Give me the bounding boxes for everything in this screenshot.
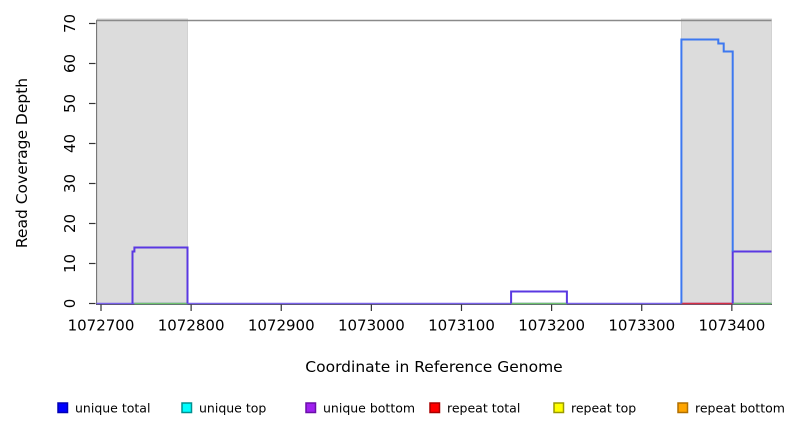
legend-item-unique-bottom: unique bottom xyxy=(305,401,415,416)
legend-label-unique-bottom: unique bottom xyxy=(323,401,415,416)
legend-item-unique-total: unique total xyxy=(57,401,150,416)
y-tick-label: 70 xyxy=(61,14,79,33)
legend-item-repeat-bottom: repeat bottom xyxy=(677,401,785,416)
legend-item-unique-top: unique top xyxy=(181,401,266,416)
y-tick-label: 10 xyxy=(61,254,79,273)
legend-label-repeat-bottom: repeat bottom xyxy=(695,401,785,416)
series-segment-unique-step-left xyxy=(131,246,189,304)
legend-swatch-repeat-bottom xyxy=(677,402,689,414)
y-axis-title: Read Coverage Depth xyxy=(13,78,31,248)
x-tick-label: 1073000 xyxy=(338,317,405,335)
x-axis-title: Coordinate in Reference Genome xyxy=(305,358,562,376)
legend-swatch-unique-total xyxy=(57,402,69,414)
legend: unique total unique top unique bottom repea… xyxy=(57,401,785,416)
y-tick-label: 40 xyxy=(61,134,79,153)
y-tick-label: 30 xyxy=(61,174,79,193)
legend-item-repeat-top: repeat top xyxy=(553,401,636,416)
x-tick-label: 1072800 xyxy=(158,317,225,335)
y-tick-label: 60 xyxy=(61,54,79,73)
legend-label-unique-top: unique top xyxy=(199,401,266,416)
legend-item-repeat-total: repeat total xyxy=(429,401,520,416)
x-tick-label: 1072900 xyxy=(248,317,315,335)
x-tick-label: 1073200 xyxy=(518,317,585,335)
y-tick-label: 20 xyxy=(61,214,79,233)
masked-region-right xyxy=(680,18,772,304)
y-tick-label: 0 xyxy=(61,299,79,309)
legend-swatch-repeat-total xyxy=(429,402,441,414)
x-tick-label: 1073400 xyxy=(698,317,765,335)
legend-label-repeat-total: repeat total xyxy=(447,401,520,416)
y-tick-label: 50 xyxy=(61,94,79,113)
legend-swatch-repeat-top xyxy=(553,402,565,414)
x-tick-label: 1072700 xyxy=(68,317,135,335)
x-tick-label: 1073300 xyxy=(608,317,675,335)
series-segment-unique-top-right xyxy=(680,38,734,304)
legend-swatch-unique-bottom xyxy=(305,402,317,414)
series-segment-unique-bump-mid xyxy=(510,290,568,304)
masked-region-left xyxy=(97,18,188,304)
legend-label-repeat-top: repeat top xyxy=(571,401,636,416)
legend-label-unique-total: unique total xyxy=(75,401,150,416)
x-tick-label: 1073100 xyxy=(428,317,495,335)
legend-swatch-unique-top xyxy=(181,402,193,414)
